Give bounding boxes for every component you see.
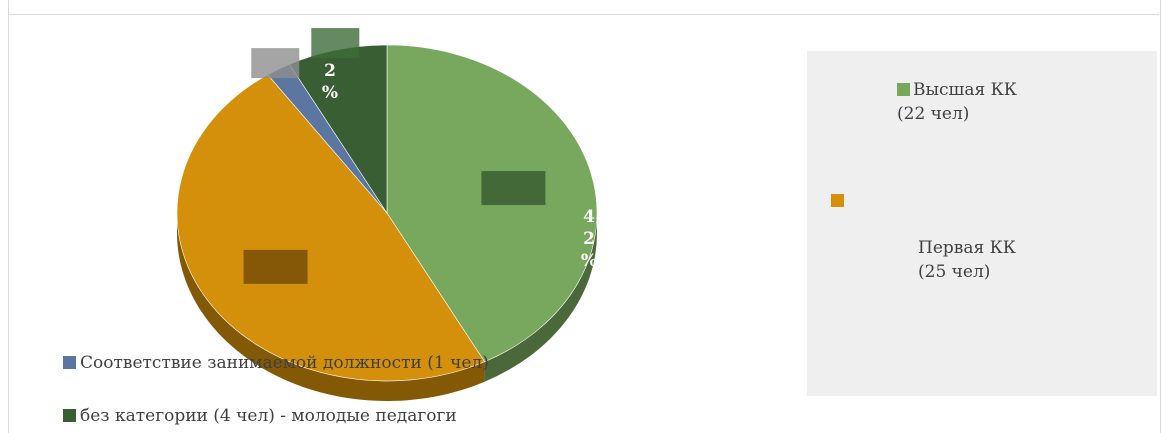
- pie-side-vysshaya: [484, 213, 597, 382]
- legend-label-vysshaya-2: (22 чел): [897, 104, 970, 124]
- slice-percent-label-vysshaya: 4 2 %: [580, 207, 598, 271]
- legend-item-vysshaya: Высшая КК (22 чел): [897, 78, 1017, 126]
- slice-percent-label-bez-kategorii: 2 %: [321, 61, 339, 103]
- top-divider: [8, 14, 1159, 15]
- pie-side-walls: [177, 213, 597, 402]
- pie-chart: [176, 28, 598, 402]
- slice-data-box-vysshaya: [481, 171, 546, 206]
- legend-swatch-sootvetstvie: [63, 356, 76, 369]
- legend-label-vysshaya-1: Высшая КК: [913, 80, 1017, 100]
- slice-data-box-pervaya: [243, 249, 308, 284]
- legend-item-sootvetstvie: Соответствие занимаемой должности (1 чел…: [63, 353, 489, 373]
- legend-label-sootvetstvie: Соответствие занимаемой должности (1 чел…: [80, 353, 489, 373]
- pie-side-pervaya: [177, 213, 485, 402]
- legend-swatch-bez-kategorii: [63, 409, 76, 422]
- legend-swatch-vysshaya: [897, 83, 910, 96]
- legend-item-pervaya: Первая КК (25 чел): [918, 236, 1016, 284]
- legend-label-bez-kategorii: без категории (4 чел) - молодые педагоги: [80, 406, 457, 426]
- legend-label-pervaya-2: (25 чел): [918, 262, 991, 282]
- slice-data-box-sootvetstvie: [251, 48, 300, 79]
- legend-panel: Высшая КК (22 чел) Первая КК (25 чел): [807, 51, 1157, 396]
- legend-label-pervaya-1: Первая КК: [918, 238, 1016, 258]
- pie-slice-pervaya: [176, 74, 486, 382]
- slice-data-box-bez-kategorii: [311, 28, 360, 59]
- legend-item-bez-kategorii: без категории (4 чел) - молодые педагоги: [63, 406, 457, 426]
- legend-swatch-pervaya: [831, 194, 844, 207]
